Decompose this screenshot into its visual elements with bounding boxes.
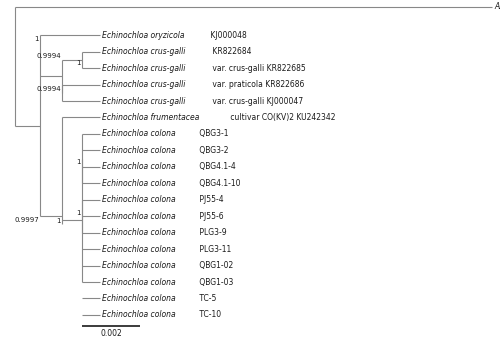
Text: PLG3-9: PLG3-9	[197, 228, 226, 237]
Text: QBG4.1-4: QBG4.1-4	[197, 162, 236, 171]
Text: Echinochloa colona: Echinochloa colona	[102, 162, 176, 171]
Text: Echinochloa colona: Echinochloa colona	[102, 245, 176, 253]
Text: Echinochloa frumentacea: Echinochloa frumentacea	[102, 113, 200, 122]
Text: PJ55-4: PJ55-4	[197, 195, 224, 204]
Text: 0.9994: 0.9994	[36, 86, 61, 92]
Text: 1: 1	[56, 218, 61, 224]
Text: 0.9994: 0.9994	[36, 53, 61, 59]
Text: Echinochloa colona: Echinochloa colona	[102, 179, 176, 188]
Text: QBG3-1: QBG3-1	[197, 130, 228, 138]
Text: PJ55-6: PJ55-6	[197, 212, 224, 221]
Text: Echinochloa colona: Echinochloa colona	[102, 228, 176, 237]
Text: Echinochloa crus-galli: Echinochloa crus-galli	[102, 96, 186, 106]
Text: QBG4.1-10: QBG4.1-10	[197, 179, 240, 188]
Text: KJ000048: KJ000048	[208, 31, 247, 40]
Text: Echinochloa colona: Echinochloa colona	[102, 294, 176, 303]
Text: Echinochloa colona: Echinochloa colona	[102, 261, 176, 270]
Text: QBG1-02: QBG1-02	[197, 261, 233, 270]
Text: var. praticola KR822686: var. praticola KR822686	[210, 80, 304, 89]
Text: 1: 1	[76, 210, 81, 216]
Text: 1: 1	[34, 36, 39, 42]
Text: Echinochloa crus-galli: Echinochloa crus-galli	[102, 80, 186, 89]
Text: var. crus-galli KJ000047: var. crus-galli KJ000047	[210, 96, 302, 106]
Text: Echinochloa colona: Echinochloa colona	[102, 130, 176, 138]
Text: Echinochloa crus-galli: Echinochloa crus-galli	[102, 47, 186, 56]
Text: PLG3-11: PLG3-11	[197, 245, 231, 253]
Text: Echinochloa colona: Echinochloa colona	[102, 212, 176, 221]
Text: TC-10: TC-10	[197, 310, 221, 319]
Text: 1: 1	[76, 159, 81, 165]
Text: var. crus-galli KR822685: var. crus-galli KR822685	[210, 64, 306, 73]
Text: TC-5: TC-5	[197, 294, 216, 303]
Text: Amphicarpum muhlenbergianum: Amphicarpum muhlenbergianum	[494, 2, 500, 11]
Text: KR822684: KR822684	[210, 47, 251, 56]
Text: Echinochloa oryzicola: Echinochloa oryzicola	[102, 31, 184, 40]
Text: Echinochloa crus-galli: Echinochloa crus-galli	[102, 64, 186, 73]
Text: QBG1-03: QBG1-03	[197, 277, 234, 287]
Text: 0.002: 0.002	[100, 329, 122, 338]
Text: Echinochloa colona: Echinochloa colona	[102, 277, 176, 287]
Text: Echinochloa colona: Echinochloa colona	[102, 146, 176, 155]
Text: 1: 1	[76, 60, 81, 66]
Text: cultivar CO(KV)2 KU242342: cultivar CO(KV)2 KU242342	[228, 113, 335, 122]
Text: QBG3-2: QBG3-2	[197, 146, 228, 155]
Text: 0.9997: 0.9997	[14, 217, 39, 223]
Text: Echinochloa colona: Echinochloa colona	[102, 195, 176, 204]
Text: Echinochloa colona: Echinochloa colona	[102, 310, 176, 319]
